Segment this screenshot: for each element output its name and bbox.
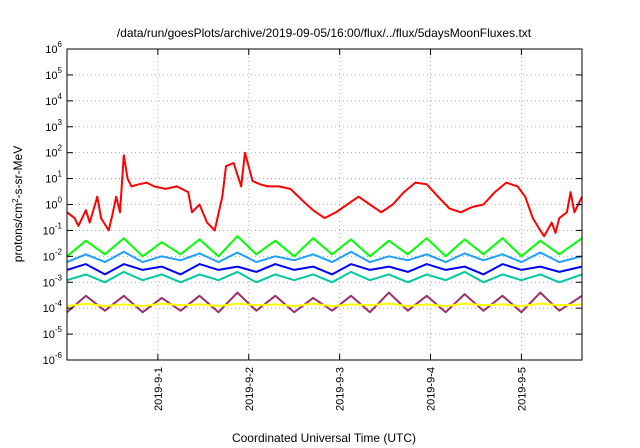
series-line-3 — [66, 250, 583, 264]
x-axis-title: Coordinated Universal Time (UTC) — [232, 431, 416, 445]
series-line-4 — [66, 263, 583, 276]
chart-title: /data/run/goesPlots/archive/2019-09-05/1… — [117, 26, 532, 40]
y-tick-label: 102 — [45, 144, 62, 160]
y-tick-label: 101 — [45, 170, 62, 186]
y-tick-label: 10-3 — [43, 273, 63, 289]
y-axis-title: protons/cm2-s-sr-MeV — [11, 146, 26, 262]
y-tick-label: 10-1 — [43, 221, 63, 237]
y-tick-label: 100 — [45, 196, 62, 212]
plot-frame — [66, 48, 583, 361]
x-tick-label: 2019-9-3 — [335, 367, 347, 411]
y-tick-label: 10-2 — [43, 247, 63, 263]
x-axis: 2019-9-1 2019-9-2 2019-9-3 2019-9-4 2019-9-5 — [153, 49, 528, 411]
y-tick-label: 106 — [45, 40, 62, 56]
y-tick-label: 103 — [45, 118, 62, 134]
x-tick-label: 2019-9-1 — [153, 367, 165, 411]
y-tick-label: 105 — [45, 66, 62, 82]
grid — [67, 49, 582, 360]
series-line-7 — [66, 291, 583, 314]
y-tick-label: 104 — [45, 92, 62, 108]
y-axis: 10-6 10-5 10-4 10-3 10-2 10-1 100 101 102 103 104 1… — [43, 40, 582, 367]
y-tick-label: 10-5 — [43, 325, 63, 341]
x-tick-label: 2019-9-4 — [426, 367, 438, 411]
x-tick-label: 2019-9-2 — [244, 367, 256, 411]
series-group — [66, 151, 583, 314]
series-line-5 — [66, 270, 583, 284]
x-tick-label: 2019-9-5 — [516, 367, 528, 411]
series-line-6 — [66, 302, 583, 308]
y-tick-label: 10-6 — [43, 351, 63, 367]
y-tick-label: 10-4 — [43, 299, 63, 315]
series-line-2 — [66, 235, 583, 258]
series-line-1 — [66, 151, 583, 238]
